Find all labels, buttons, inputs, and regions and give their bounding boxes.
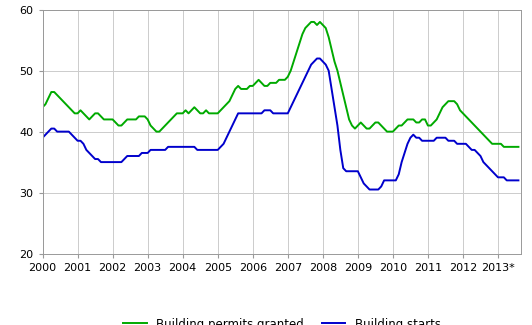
Legend: Building permits granted, Building starts: Building permits granted, Building start…	[119, 313, 445, 325]
Building permits granted	[390, 130, 396, 134]
Line: Building starts: Building starts	[43, 58, 518, 189]
Building permits granted	[410, 118, 417, 122]
Building permits granted	[515, 145, 521, 149]
Building permits granted	[232, 87, 238, 91]
Building starts	[413, 136, 419, 140]
Building starts	[232, 118, 238, 122]
Building permits granted	[501, 145, 507, 149]
Building permits granted	[308, 20, 314, 24]
Building permits granted	[267, 81, 273, 85]
Building starts	[39, 136, 46, 140]
Building permits granted	[112, 121, 119, 124]
Building starts	[112, 160, 119, 164]
Building starts	[498, 176, 504, 179]
Building permits granted	[495, 142, 501, 146]
Building starts	[367, 188, 373, 191]
Building starts	[515, 178, 521, 182]
Building starts	[393, 178, 399, 182]
Building starts	[267, 108, 273, 112]
Building starts	[314, 57, 320, 60]
Building permits granted	[39, 105, 46, 109]
Line: Building permits granted: Building permits granted	[43, 22, 518, 147]
